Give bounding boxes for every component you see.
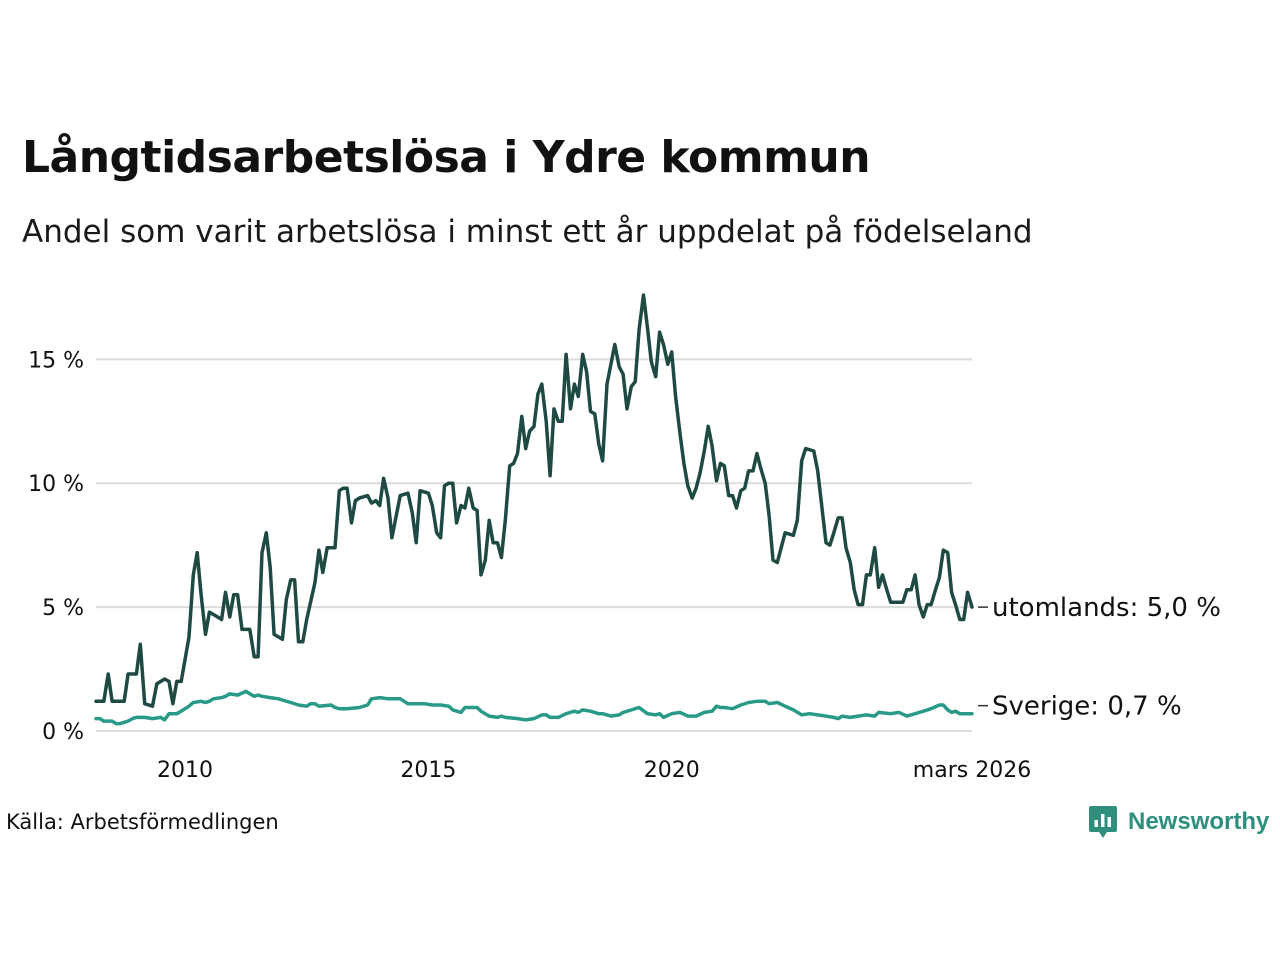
brand-name: Newsworthy (1128, 808, 1270, 835)
y-tick-label: 15 % (28, 348, 84, 373)
brand-logo[interactable]: Newsworthy (1088, 804, 1269, 840)
series-lines (94, 293, 974, 726)
end-label-sverige: Sverige: 0,7 % (992, 692, 1182, 722)
y-tick-label: 10 % (28, 472, 84, 497)
end-label-utomlands: utomlands: 5,0 % (992, 593, 1221, 623)
chart-subtitle: Andel som varit arbetslösa i minst ett å… (22, 214, 1033, 250)
x-tick-label: 2015 (400, 758, 456, 783)
newsworthy-logo-icon (1089, 806, 1117, 838)
x-tick-label: mars 2026 (913, 758, 1031, 783)
series-end-labels: utomlands: 5,0 % Sverige: 0,7 % (978, 593, 1221, 722)
series-line-utomlands (94, 293, 974, 708)
gridlines (96, 358, 972, 732)
series-line-sverige (94, 689, 974, 726)
x-axis-ticks: 2010 2015 2020 mars 2026 (157, 758, 1031, 783)
x-tick-label: 2020 (644, 758, 700, 783)
y-axis-ticks: 0 % 5 % 10 % 15 % (28, 348, 84, 745)
chart-title: Långtidsarbetslösa i Ydre kommun (22, 132, 871, 183)
y-tick-label: 5 % (42, 596, 84, 621)
source-note: Källa: Arbetsförmedlingen (6, 810, 279, 834)
y-tick-label: 0 % (42, 720, 84, 745)
x-tick-label: 2010 (157, 758, 213, 783)
